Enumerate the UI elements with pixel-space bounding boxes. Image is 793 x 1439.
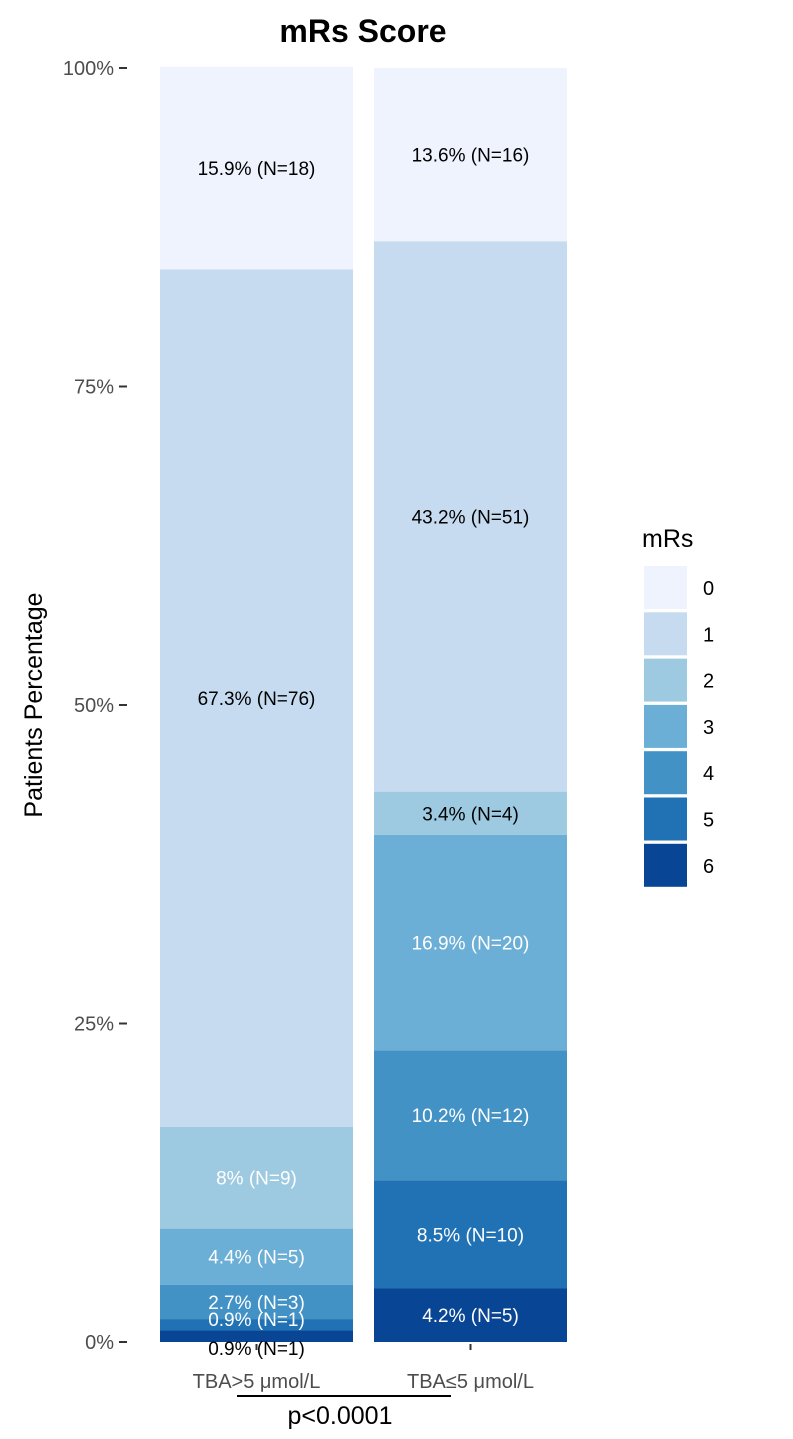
legend-swatch-mrs-4 xyxy=(644,751,687,795)
segment-label: 3.4% (N=4) xyxy=(422,804,519,825)
legend-swatch-mrs-5 xyxy=(644,797,687,841)
legend-swatch-mrs-3 xyxy=(644,704,687,748)
bar-segment-mrs-6 xyxy=(374,1288,567,1342)
legend-swatch-mrs-0 xyxy=(644,566,687,609)
y-tick-label: 25% xyxy=(74,1014,114,1036)
x-tick-label: TBA≤5 μmol/L xyxy=(407,1371,534,1393)
segment-label: 4.2% (N=5) xyxy=(422,1306,519,1327)
legend-swatch-mrs-2 xyxy=(644,658,687,702)
chart-title: mRs Score xyxy=(279,13,446,49)
segment-label: 8.5% (N=10) xyxy=(417,1225,524,1246)
bar-segment-mrs-3 xyxy=(374,834,567,1051)
segment-label: 67.3% (N=76) xyxy=(198,689,316,710)
legend-label: 1 xyxy=(703,624,714,646)
bar-segment-mrs-0 xyxy=(374,68,567,242)
bars xyxy=(160,66,567,1342)
x-axis: TBA>5 μmol/L TBA≤5 μmol/L xyxy=(193,1344,534,1393)
bar-segment-mrs-4 xyxy=(374,1050,567,1181)
segment-label: 15.9% (N=18) xyxy=(198,159,316,180)
x-tick-label: TBA>5 μmol/L xyxy=(193,1371,321,1393)
segment-labels: 0.9% (N=1)0.9% (N=1)2.7% (N=3)4.4% (N=5)… xyxy=(198,146,530,1360)
segment-label: 2.7% (N=3) xyxy=(208,1293,305,1314)
bar-segment-mrs-2 xyxy=(160,1126,353,1229)
bar-segment-mrs-6 xyxy=(160,1330,353,1342)
bar-segment-mrs-2 xyxy=(374,791,567,835)
bar-segment-mrs-1 xyxy=(374,241,567,792)
bar-segment-mrs-1 xyxy=(160,269,353,1127)
legend-swatch-mrs-6 xyxy=(644,843,687,887)
y-axis-title: Patients Percentage xyxy=(20,592,48,817)
legend-label: 0 xyxy=(703,578,714,600)
segment-label: 4.4% (N=5) xyxy=(208,1248,305,1269)
y-tick-label: 0% xyxy=(85,1332,114,1354)
legend-label: 4 xyxy=(703,763,714,785)
y-tick-label: 75% xyxy=(74,377,114,399)
legend-swatch-mrs-1 xyxy=(644,612,687,656)
legend-label: 5 xyxy=(703,810,714,832)
y-axis: 0% 25% 50% 75% 100% xyxy=(63,58,127,1354)
legend-label: 6 xyxy=(703,856,714,878)
segment-label: 16.9% (N=20) xyxy=(412,934,530,955)
p-value-annotation: p<0.0001 xyxy=(288,1402,393,1430)
segment-label: 8% (N=9) xyxy=(216,1169,297,1190)
bar-segment-mrs-3 xyxy=(160,1228,353,1285)
y-tick-label: 50% xyxy=(74,695,114,717)
legend-label: 3 xyxy=(703,717,714,739)
bar-segment-mrs-0 xyxy=(160,66,353,270)
bar-segment-mrs-5 xyxy=(374,1180,567,1289)
bar-segment-mrs-5 xyxy=(160,1319,353,1331)
segment-label: 43.2% (N=51) xyxy=(412,507,530,528)
legend: mRs 0 1 2 3 4 5 6 xyxy=(642,525,714,887)
segment-label: 10.2% (N=12) xyxy=(412,1106,530,1127)
y-tick-label: 100% xyxy=(63,58,114,80)
legend-title: mRs xyxy=(642,525,693,553)
segment-label: 0.9% (N=1) xyxy=(208,1310,305,1331)
legend-label: 2 xyxy=(703,671,714,693)
segment-label: 13.6% (N=16) xyxy=(412,146,530,167)
bar-segment-mrs-4 xyxy=(160,1284,353,1320)
